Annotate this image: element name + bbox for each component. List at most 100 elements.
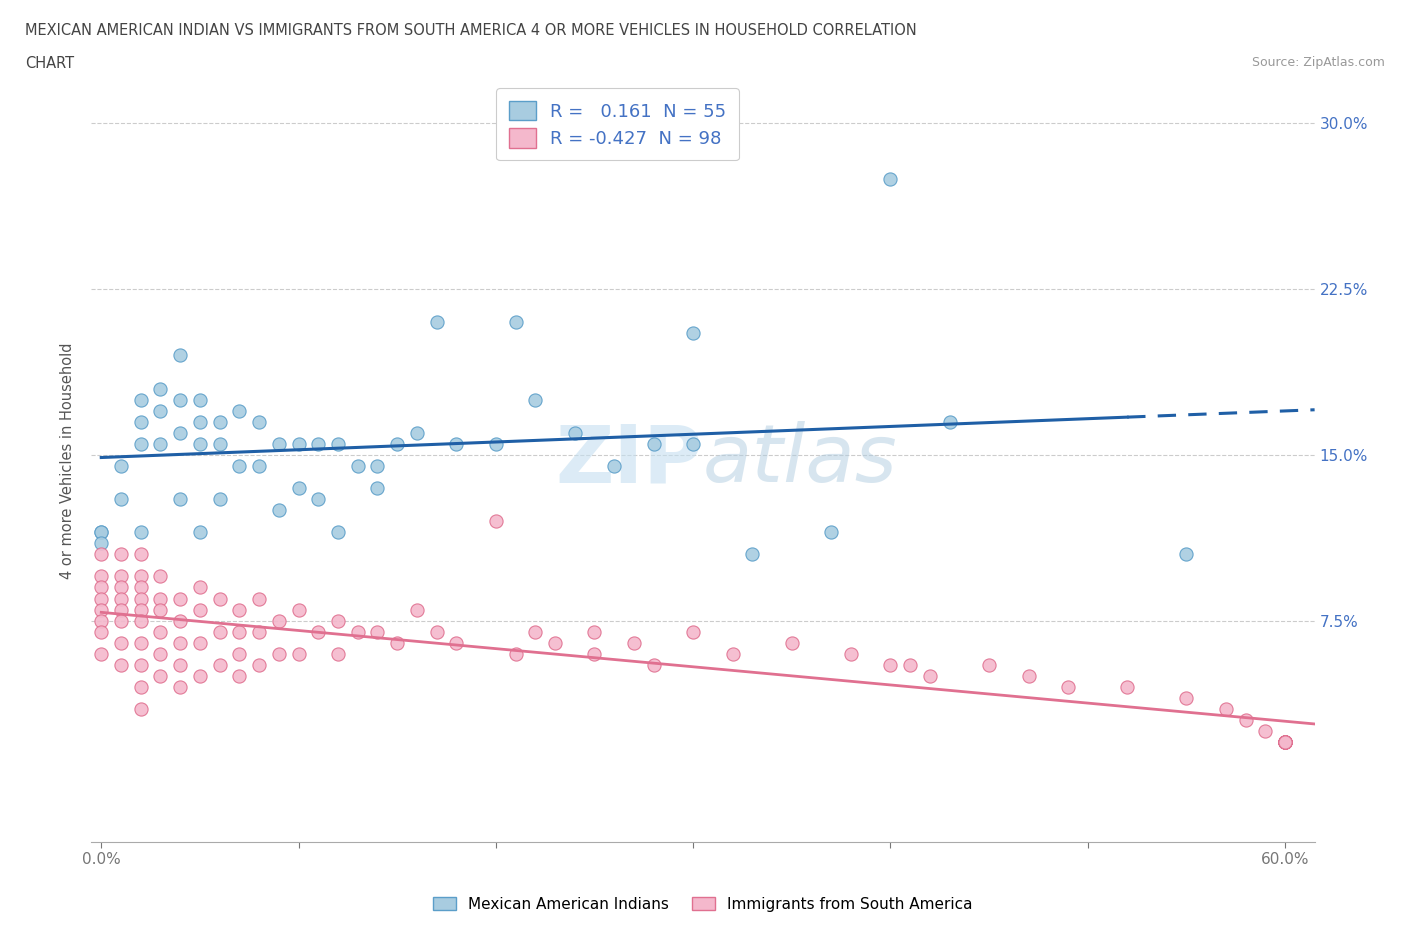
Point <box>110 591 132 606</box>
Point <box>129 525 152 539</box>
Point <box>90 613 112 628</box>
Point <box>90 646 112 661</box>
Point <box>326 525 349 539</box>
Point <box>110 492 132 507</box>
Point <box>169 492 191 507</box>
Point <box>1274 735 1296 750</box>
Point <box>1274 735 1296 750</box>
Point <box>938 414 960 429</box>
Point <box>149 591 172 606</box>
Point <box>366 458 388 473</box>
Point <box>603 458 626 473</box>
Point <box>149 404 172 418</box>
Point <box>406 602 429 617</box>
Point <box>90 602 112 617</box>
Point <box>129 547 152 562</box>
Point <box>346 458 368 473</box>
Point <box>839 646 862 661</box>
Point <box>188 669 211 684</box>
Point <box>110 569 132 584</box>
Point <box>682 624 704 639</box>
Point <box>188 602 211 617</box>
Point <box>208 436 231 451</box>
Point <box>169 658 191 672</box>
Point <box>1274 735 1296 750</box>
Point <box>446 635 468 650</box>
Point <box>90 569 112 584</box>
Point <box>129 591 152 606</box>
Point <box>90 525 112 539</box>
Point <box>426 624 449 639</box>
Point <box>149 602 172 617</box>
Point <box>287 436 309 451</box>
Point <box>188 525 211 539</box>
Point <box>267 613 290 628</box>
Point <box>385 436 409 451</box>
Point <box>977 658 1000 672</box>
Point <box>820 525 842 539</box>
Point <box>188 580 211 595</box>
Point <box>129 701 152 716</box>
Point <box>287 602 309 617</box>
Point <box>188 436 211 451</box>
Point <box>524 624 547 639</box>
Point <box>208 414 231 429</box>
Point <box>1274 735 1296 750</box>
Point <box>188 635 211 650</box>
Point <box>129 613 152 628</box>
Point <box>287 646 309 661</box>
Text: Source: ZipAtlas.com: Source: ZipAtlas.com <box>1251 56 1385 69</box>
Legend: R =   0.161  N = 55, R = -0.427  N = 98: R = 0.161 N = 55, R = -0.427 N = 98 <box>496 88 738 160</box>
Point <box>149 669 172 684</box>
Point <box>169 348 191 363</box>
Point <box>1274 735 1296 750</box>
Point <box>1175 691 1198 706</box>
Point <box>228 602 250 617</box>
Point <box>918 669 941 684</box>
Point <box>682 326 704 340</box>
Point <box>188 392 211 407</box>
Point <box>267 436 290 451</box>
Point <box>129 569 152 584</box>
Point <box>1018 669 1040 684</box>
Text: ZIP: ZIP <box>555 421 703 499</box>
Point <box>110 658 132 672</box>
Point <box>247 624 270 639</box>
Point <box>385 635 409 650</box>
Point <box>129 635 152 650</box>
Point <box>129 680 152 695</box>
Point <box>228 624 250 639</box>
Point <box>682 436 704 451</box>
Y-axis label: 4 or more Vehicles in Household: 4 or more Vehicles in Household <box>60 342 76 578</box>
Point <box>1234 712 1257 727</box>
Point <box>426 314 449 329</box>
Point <box>228 458 250 473</box>
Point <box>149 381 172 396</box>
Text: MEXICAN AMERICAN INDIAN VS IMMIGRANTS FROM SOUTH AMERICA 4 OR MORE VEHICLES IN H: MEXICAN AMERICAN INDIAN VS IMMIGRANTS FR… <box>25 23 917 38</box>
Point <box>90 624 112 639</box>
Point <box>780 635 803 650</box>
Point <box>149 646 172 661</box>
Point <box>208 591 231 606</box>
Point <box>110 635 132 650</box>
Point <box>110 580 132 595</box>
Point <box>1274 735 1296 750</box>
Point <box>505 314 527 329</box>
Text: CHART: CHART <box>25 56 75 71</box>
Point <box>346 624 368 639</box>
Point <box>228 669 250 684</box>
Point <box>446 436 468 451</box>
Point <box>110 613 132 628</box>
Point <box>129 436 152 451</box>
Point <box>741 547 763 562</box>
Point <box>1274 735 1296 750</box>
Point <box>208 492 231 507</box>
Point <box>898 658 921 672</box>
Point <box>208 624 231 639</box>
Point <box>149 624 172 639</box>
Point <box>169 635 191 650</box>
Point <box>406 425 429 440</box>
Point <box>1215 701 1237 716</box>
Point <box>149 436 172 451</box>
Point <box>583 624 606 639</box>
